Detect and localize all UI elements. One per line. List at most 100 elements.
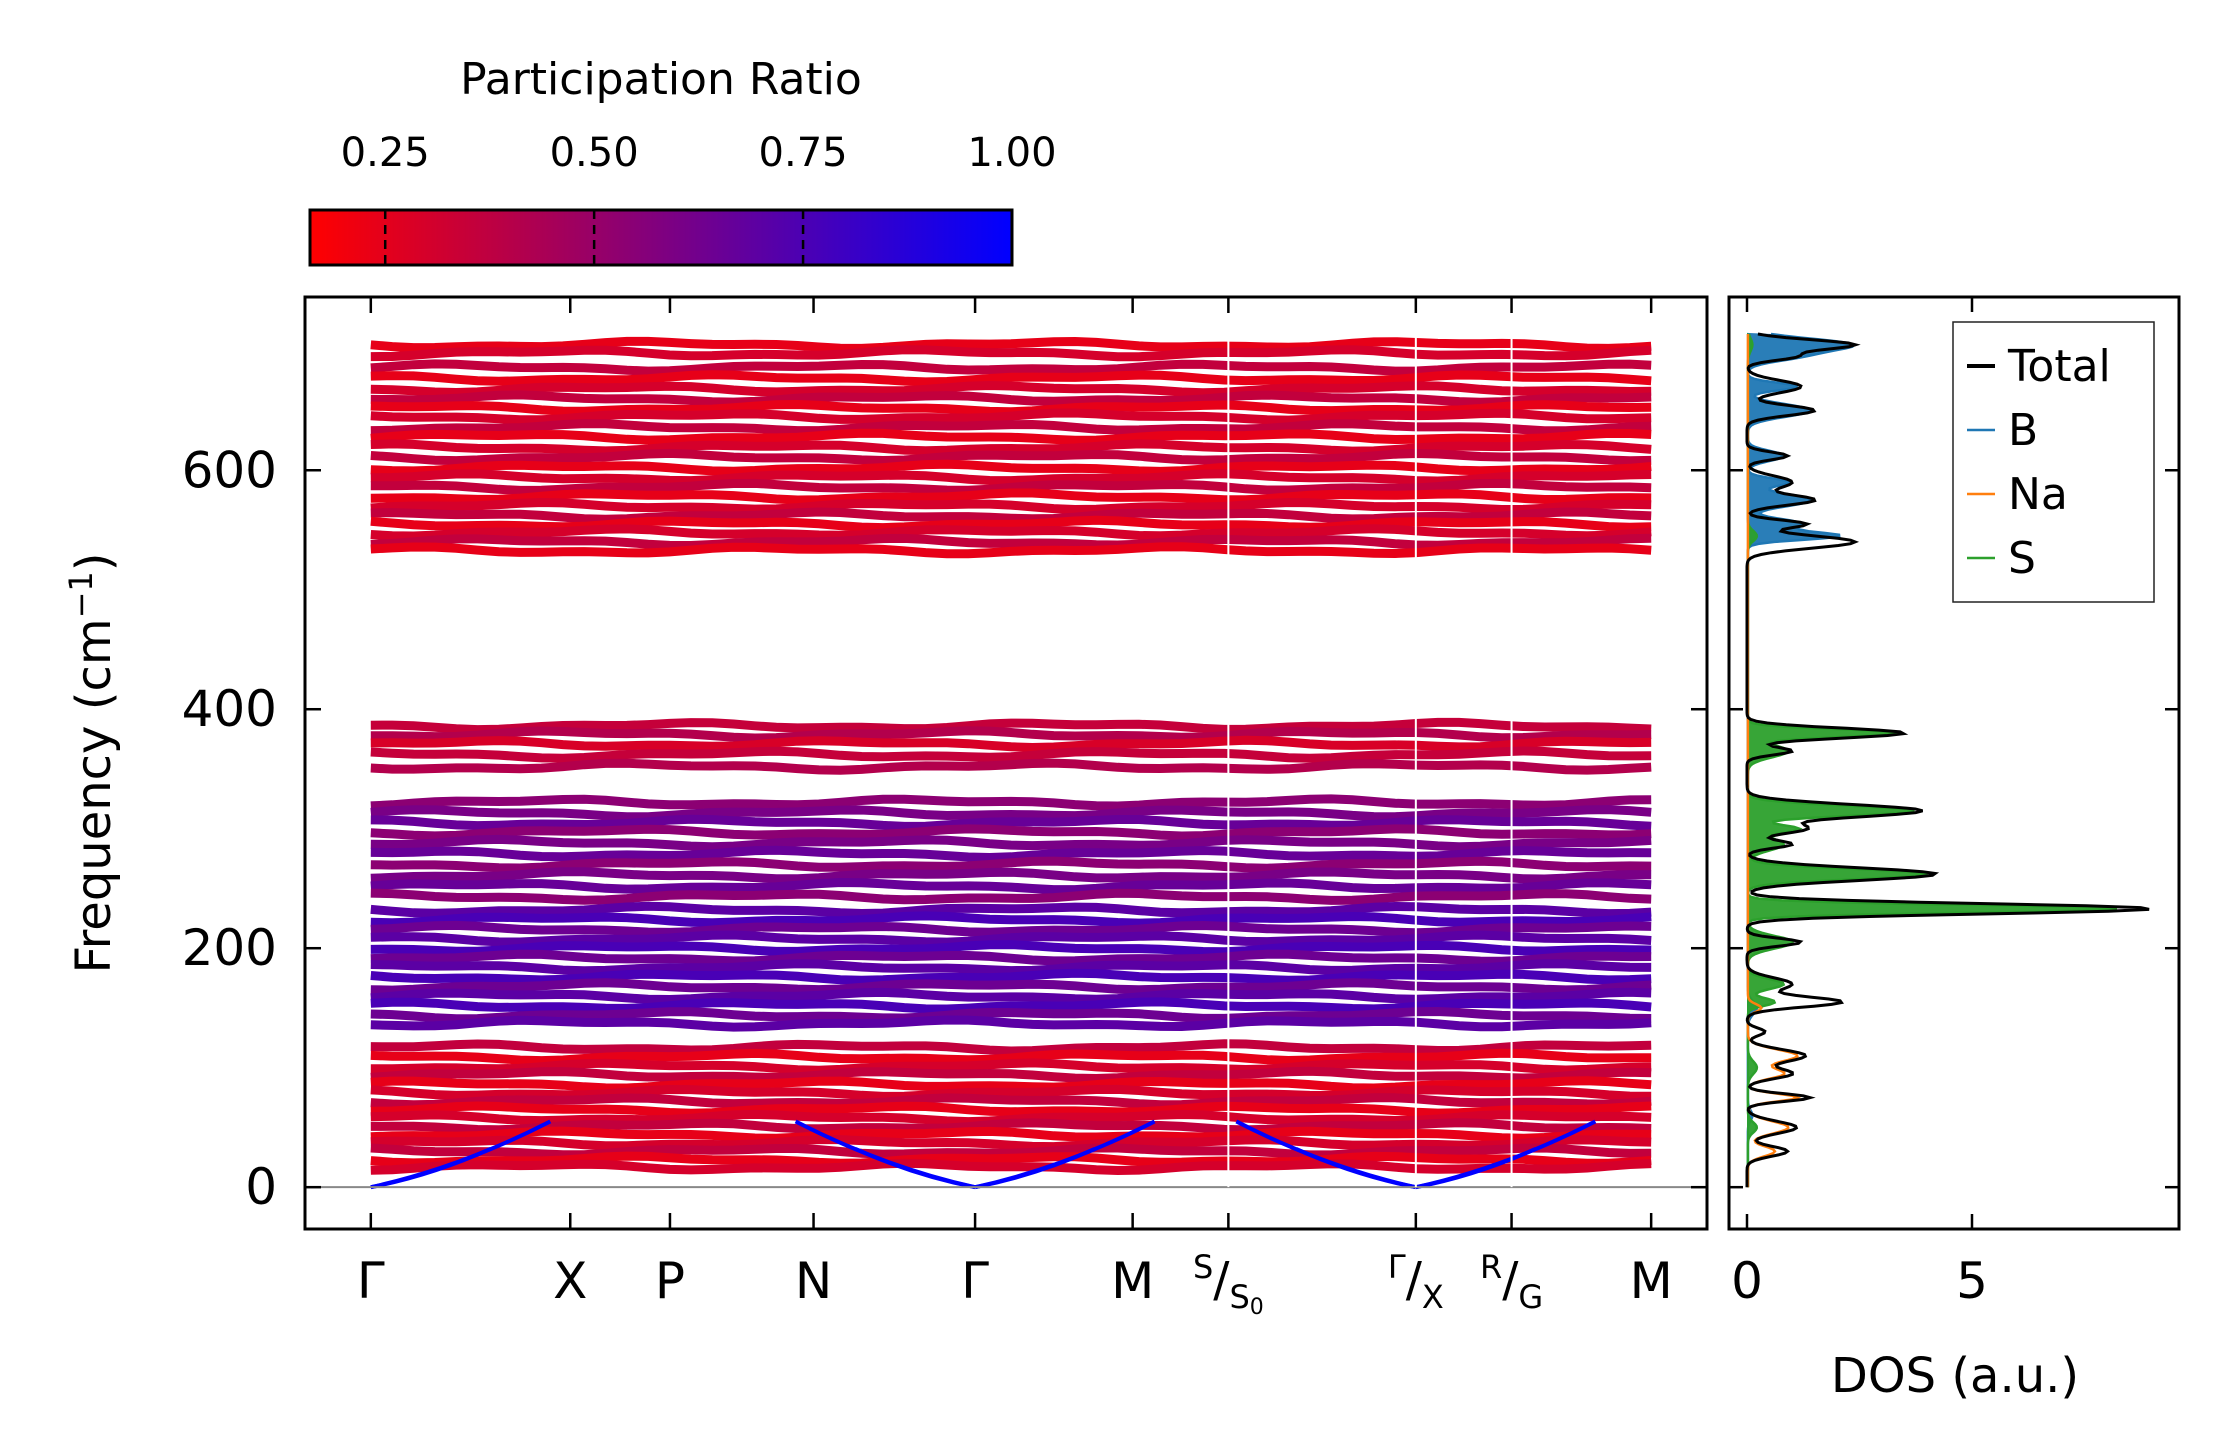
colorbar-tick-label: 0.75 [759,130,848,176]
band-line [370,428,1652,445]
band-line [370,488,1652,505]
colorbar: Participation Ratio 0.25 0.50 0.75 1.00 [308,54,1057,267]
y-axis-label: Frequency (cm−1) [62,552,122,973]
acoustic-branch [1415,1147,1537,1190]
band-line [370,478,1652,495]
kpoint-label: R/G [1480,1248,1543,1316]
kpoint-label: S/S0 [1193,1248,1264,1320]
band-line [370,1066,1652,1084]
band-line [370,1135,1652,1152]
band-line [370,930,1652,947]
band-line [370,717,1652,735]
legend-label: Total [2007,341,2111,392]
band-line [370,408,1652,425]
band-line [370,987,1652,1005]
band-line [370,805,1652,822]
acoustic-branch [854,1147,976,1190]
band-line [370,469,1652,486]
band-line [370,949,1652,966]
band-line [370,920,1652,938]
band-line [370,524,1652,541]
band-line [370,911,1652,928]
band-line [370,1048,1652,1066]
y-tick-label: 600 [182,441,277,499]
band-line [370,542,1652,559]
legend-label: Na [2008,469,2068,520]
kpoint-label: Γ [961,1252,989,1310]
y-axis-label-sup: −1 [62,571,100,618]
band-line [370,1118,1652,1135]
y-tick-label: 0 [245,1158,277,1216]
kpoint-ticks: Γ X P N Γ M S/S0 Γ/X R/G M [357,297,1673,1320]
kpoint-label: X [553,1252,587,1310]
band-line [370,794,1652,811]
kpoint-label: Γ [357,1252,385,1310]
band-line [370,380,1652,398]
dos-plot: 0 5 DOS (a.u.) Total B Na S [1727,295,2181,1404]
band-line [370,834,1652,852]
band-line [370,888,1652,905]
band-line [370,968,1652,985]
band-line [370,814,1652,831]
band-line [370,336,1652,353]
band-line [370,1158,1652,1176]
kpoint-label: N [795,1252,832,1310]
kpoint-label: Γ/X [1388,1248,1444,1316]
frequency-ticks: 0 200 400 600 [182,441,1707,1216]
band-line [370,856,1652,873]
band-line [370,824,1652,841]
band-structure-plot: Γ X P N Γ M S/S0 Γ/X R/G M 0 200 400 600 Frequency (… [62,295,1709,1320]
legend-label: B [2008,405,2038,456]
band-line [370,359,1652,376]
band-line [370,877,1652,895]
dos-line-total [1745,332,2150,1188]
band-line [370,1058,1652,1075]
band-line [370,1015,1652,1032]
band-line [370,533,1652,551]
band-line [370,1006,1652,1024]
kpoint-label: P [655,1252,685,1310]
band-line [370,439,1652,456]
colorbar-label: Participation Ratio [460,54,862,105]
band-line [370,758,1652,775]
y-tick-label: 400 [182,680,277,738]
band-line [370,507,1652,524]
band-line [370,1126,1652,1143]
band-line [370,1084,1652,1101]
legend-label: S [2008,533,2036,584]
band-line [370,726,1652,743]
colorbar-tick-label: 1.00 [967,130,1056,176]
colorbar-gradient [308,208,1014,267]
band-line [370,419,1652,436]
y-axis-label-close: ) [66,552,122,571]
colorbar-tick-label: 0.50 [550,130,639,176]
band-line [370,735,1652,753]
acoustic-branch [1295,1147,1417,1190]
band-line [370,497,1652,515]
band-line [370,867,1652,884]
band-line [370,901,1652,919]
band-line [370,1151,1652,1168]
band-line [370,959,1652,976]
band-axes-frame [303,295,1709,1231]
band-lines [370,336,1652,1190]
acoustic-branch [370,1147,492,1190]
dos-series [1745,332,2150,1188]
kpoint-label: M [1630,1252,1673,1310]
colorbar-tick-label: 0.25 [341,130,430,176]
band-line [370,448,1652,466]
band-line [370,1039,1652,1056]
band-line [370,978,1652,995]
dos-x-axis-label: DOS (a.u.) [1831,1348,2079,1404]
band-line [370,459,1652,476]
legend: Total B Na S [1952,321,2155,603]
y-axis-label-main: Frequency (cm [66,618,122,973]
band-line [370,940,1652,957]
band-line [370,746,1652,763]
dos-x-tick-label: 0 [1731,1252,1763,1310]
band-line [370,370,1652,387]
band-line [370,1076,1652,1093]
dos-x-tick-label: 5 [1956,1252,1988,1310]
band-line [370,1093,1652,1110]
